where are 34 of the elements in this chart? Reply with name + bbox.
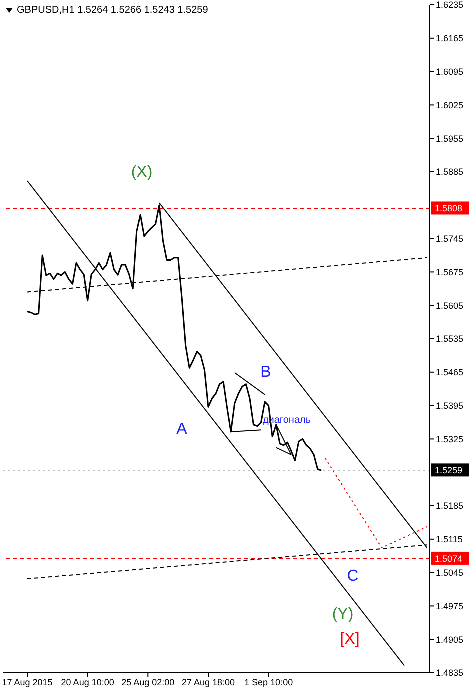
- y-tick-label: 1.5115: [436, 534, 463, 545]
- annotation: [X]: [340, 631, 360, 648]
- y-tick-label: 1.5045: [436, 568, 464, 578]
- ref-line-label: 1.5808: [435, 204, 463, 214]
- y-tick-label: 1.5395: [436, 400, 464, 411]
- annotation: B: [260, 364, 272, 381]
- chart-title: GBPUSD,H1 1.5264 1.5266 1.5243 1.5259: [17, 5, 208, 16]
- y-tick-label: 1.5465: [436, 368, 464, 378]
- y-tick-label: 1.5605: [436, 300, 464, 311]
- y-tick-label: 1.5535: [436, 334, 464, 344]
- annotation: (Y): [332, 606, 354, 623]
- y-tick-label: 1.4835: [436, 668, 464, 678]
- y-tick-label: 1.4975: [436, 601, 464, 612]
- y-tick-label: 1.5325: [436, 434, 464, 444]
- y-tick-label: 1.6165: [436, 34, 464, 44]
- y-tick-label: 1.6235: [436, 0, 464, 10]
- y-tick-label: 1.5745: [436, 234, 464, 244]
- annotation: (X): [131, 164, 153, 181]
- annotation: A: [176, 421, 188, 438]
- y-tick-label: 1.5955: [436, 134, 464, 144]
- ref-line-label: 1.5259: [435, 466, 463, 476]
- y-tick-label: 1.5675: [436, 267, 464, 278]
- ref-line-label: 1.5074: [435, 554, 463, 564]
- x-tick-label: 20 Aug 10:00: [61, 677, 114, 688]
- y-tick-label: 1.4905: [436, 634, 464, 645]
- y-tick-label: 1.5185: [436, 501, 464, 512]
- y-tick-label: 1.5885: [436, 167, 464, 178]
- x-tick-label: 1 Sep 10:00: [244, 677, 294, 688]
- x-tick-label: 17 Aug 2015: [2, 677, 53, 688]
- annotation: C: [347, 568, 359, 585]
- x-tick-label: 25 Aug 02:00: [122, 677, 175, 688]
- y-tick-label: 1.6095: [436, 66, 464, 77]
- y-tick-label: 1.6025: [436, 100, 464, 110]
- x-tick-label: 27 Aug 18:00: [182, 677, 236, 688]
